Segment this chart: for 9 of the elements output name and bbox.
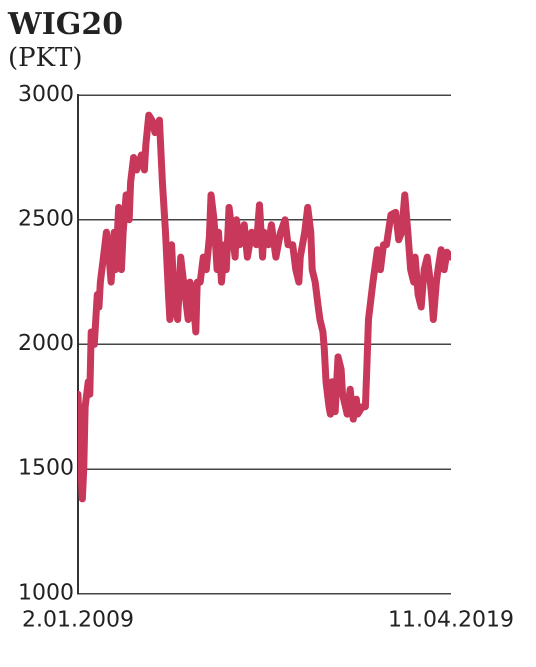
y-tick-label: 2000 <box>18 331 74 356</box>
y-tick-label: 2500 <box>18 206 74 232</box>
y-tick-label: 1500 <box>18 456 74 481</box>
chart-subtitle: (PKT) <box>8 42 84 74</box>
x-tick-label: 11.04.2019 <box>388 608 514 633</box>
x-tick-label: 2.01.2009 <box>22 608 134 633</box>
y-tick-label: 1000 <box>18 580 74 606</box>
y-tick-label: 3000 <box>18 82 74 107</box>
chart-title: WIG20 <box>8 7 124 42</box>
